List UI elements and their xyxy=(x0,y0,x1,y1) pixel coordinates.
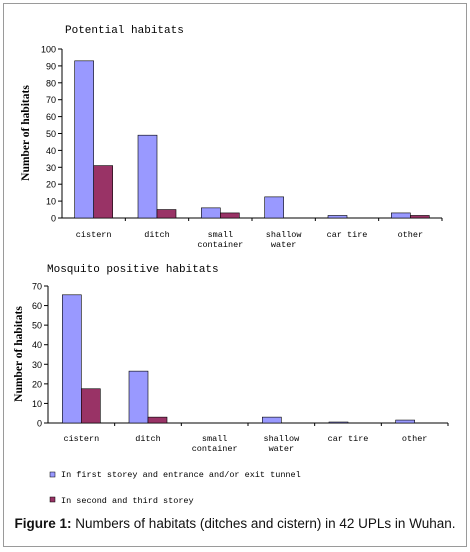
bar xyxy=(137,134,158,219)
legend-label-series-1: In first storey and entrance and/or exit… xyxy=(61,470,301,480)
chart-title: Potential habitats xyxy=(65,25,184,37)
bar xyxy=(262,416,282,424)
y-tick-label: 90 xyxy=(46,61,56,71)
chart-mosquito-positive-habitats: Mosquito positive habitats Number of hab… xyxy=(13,264,449,454)
bar xyxy=(410,215,430,219)
bar xyxy=(328,421,349,424)
plot-area: 0 10 20 30 40 50 60 70 cistern ditch smallcontaine… xyxy=(32,282,449,454)
x-tick-label: other xyxy=(398,230,424,240)
y-tick-label: 0 xyxy=(51,214,56,224)
bar xyxy=(220,212,240,219)
x-tick-label: ditch xyxy=(144,230,170,240)
chart-title: Mosquito positive habitats xyxy=(47,264,219,276)
bar xyxy=(62,294,82,424)
legend-label-series-2: In second and third storey xyxy=(61,496,194,506)
bar xyxy=(128,370,149,424)
figure-svg: Potential habitats Number of habitats 0 1… xyxy=(13,25,449,506)
x-tick-label: container xyxy=(197,240,243,250)
y-tick-label: 70 xyxy=(46,95,56,105)
y-tick-label: 70 xyxy=(32,282,42,292)
caption-text: Numbers of habitats (ditches and cistern… xyxy=(71,516,456,531)
y-tick-label: 60 xyxy=(32,301,42,311)
y-tick-label: 20 xyxy=(32,379,42,389)
y-tick-label: 10 xyxy=(46,197,56,207)
bar xyxy=(327,215,348,219)
y-tick-label: 0 xyxy=(37,419,42,429)
x-tick-label: water xyxy=(269,444,295,454)
bar xyxy=(147,416,168,424)
y-tick-label: 20 xyxy=(46,180,56,190)
bar xyxy=(156,209,177,219)
x-tick-label: cistern xyxy=(63,434,99,444)
x-tick-label: small xyxy=(208,230,234,240)
bar xyxy=(74,60,94,219)
bar xyxy=(201,207,221,219)
bar xyxy=(93,165,113,219)
legend-swatch-series-2 xyxy=(49,496,56,503)
x-tick-label: other xyxy=(402,434,428,444)
x-tick-label: car tire xyxy=(327,230,368,240)
x-tick-label: cistern xyxy=(76,230,112,240)
legend-swatch-series-1 xyxy=(49,471,56,478)
x-tick-label: water xyxy=(271,240,297,250)
x-tick-label: container xyxy=(192,444,238,454)
y-tick-label: 30 xyxy=(46,163,56,173)
y-tick-label: 80 xyxy=(46,78,56,88)
y-axis-label: Number of habitats xyxy=(13,306,25,402)
legend: In first storey and entrance and/or exit… xyxy=(49,470,301,506)
x-tick-label: shallow xyxy=(263,434,300,444)
bar xyxy=(264,196,284,219)
figure-caption: Figure 1: Numbers of habitats (ditches a… xyxy=(0,516,470,531)
y-tick-label: 50 xyxy=(46,129,56,139)
x-tick-label: small xyxy=(202,434,228,444)
chart-potential-habitats: Potential habitats Number of habitats 0 1… xyxy=(20,25,443,250)
y-axis-label: Number of habitats xyxy=(20,85,32,181)
y-tick-label: 100 xyxy=(41,45,56,55)
x-tick-label: ditch xyxy=(135,434,161,444)
y-tick-label: 60 xyxy=(46,112,56,122)
y-tick-label: 30 xyxy=(32,360,42,370)
bar xyxy=(391,212,411,219)
y-tick-label: 40 xyxy=(46,146,56,156)
caption-label: Figure 1: xyxy=(14,516,72,531)
bar xyxy=(81,388,101,424)
y-tick-label: 50 xyxy=(32,321,42,331)
x-tick-label: car tire xyxy=(328,434,369,444)
y-tick-label: 40 xyxy=(32,340,42,350)
y-tick-label: 10 xyxy=(32,399,42,409)
x-tick-label: shallow xyxy=(266,230,303,240)
bar xyxy=(395,419,415,424)
